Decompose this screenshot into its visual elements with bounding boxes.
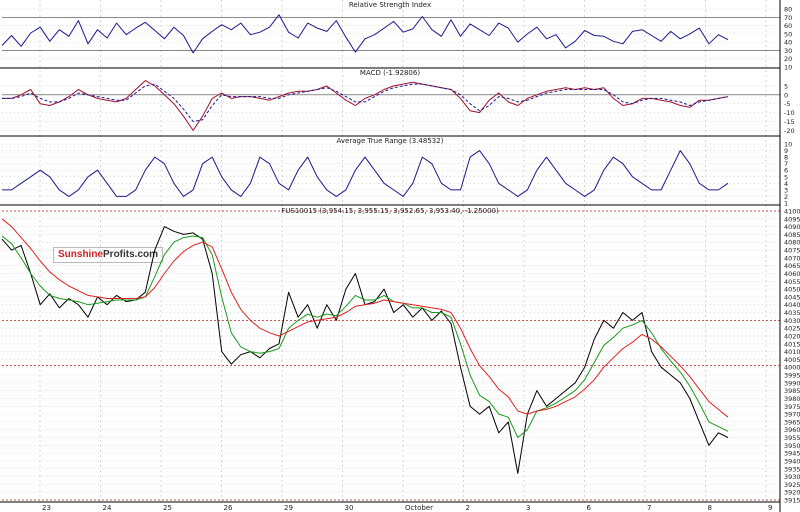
ma-long-line <box>1 218 729 418</box>
x-tick-label: 25 <box>163 504 172 512</box>
price-y-tick-label: 4075 <box>784 247 800 255</box>
x-tick-label: 29 <box>284 504 293 512</box>
x-tick-label: 6 <box>587 504 592 512</box>
ma-short-line <box>1 235 729 438</box>
price-y-tick-label: 3980 <box>784 395 800 403</box>
price-y-tick-label: 3960 <box>784 426 800 434</box>
price-y-tick-label: 3955 <box>784 434 800 442</box>
price-line <box>1 226 729 474</box>
x-tick-label: 30 <box>345 504 354 512</box>
logo-part2: Profits.com <box>103 249 159 260</box>
rsi-y-tick-label: 60 <box>784 22 792 30</box>
macd-y-tick-label: -15 <box>784 118 795 126</box>
x-tick-label: 23 <box>42 504 51 512</box>
atr-y-tick-label: 6 <box>784 167 788 175</box>
rsi-title: Relative Strength Index <box>349 1 431 9</box>
atr-y-tick-label: 7 <box>784 160 788 168</box>
x-tick-label: 26 <box>224 504 233 512</box>
price-y-tick-label: 4070 <box>784 254 800 262</box>
price-y-tick-label: 4025 <box>784 325 800 333</box>
x-tick-label: 7 <box>647 504 651 512</box>
price-y-tick-label: 3995 <box>784 372 800 380</box>
macd-title: MACD (-1.92806) <box>360 69 420 77</box>
rsi-y-tick-label: 20 <box>784 55 792 63</box>
price-y-tick-label: 4065 <box>784 262 800 270</box>
x-tick-label: 9 <box>768 504 772 512</box>
price-y-tick-label: 4040 <box>784 301 800 309</box>
price-y-tick-label: 3930 <box>784 473 800 481</box>
x-tick-label: October <box>405 504 433 512</box>
price-y-tick-label: 4080 <box>784 239 800 247</box>
price-y-tick-label: 4050 <box>784 286 800 294</box>
price-y-tick-label: 3950 <box>784 442 800 450</box>
price-y-tick-label: 4035 <box>784 309 800 317</box>
price-y-tick-label: 3990 <box>784 379 800 387</box>
price-y-tick-label: 4090 <box>784 223 800 231</box>
price-y-tick-label: 4015 <box>784 340 800 348</box>
atr-y-tick-label: 3 <box>784 186 788 194</box>
price-y-tick-label: 4060 <box>784 270 800 278</box>
atr-y-tick-label: 10 <box>784 141 792 149</box>
macd-signal-line <box>2 83 729 122</box>
x-tick-label: 2 <box>466 504 470 512</box>
atr-line <box>2 150 729 197</box>
price-y-tick-label: 4020 <box>784 332 800 340</box>
price-y-tick-label: 4005 <box>784 356 800 364</box>
rsi-y-tick-label: 10 <box>784 64 792 72</box>
price-y-tick-label: 4045 <box>784 293 800 301</box>
macd-y-tick-label: 0 <box>784 91 788 99</box>
macd-y-tick-label: -5 <box>784 100 790 108</box>
macd-line <box>2 80 729 131</box>
price-y-tick-label: 3935 <box>784 465 800 473</box>
panel-frames <box>0 0 781 512</box>
price-y-tick-label: 3975 <box>784 403 800 411</box>
macd-y-tick-label: -10 <box>784 109 795 117</box>
price-y-tick-label: 3920 <box>784 489 800 497</box>
rsi-y-tick-label: 50 <box>784 30 792 38</box>
price-y-tick-label: 3925 <box>784 481 800 489</box>
rsi-line <box>1 14 729 54</box>
price-y-tick-label: 4095 <box>784 215 800 223</box>
x-tick-label: 3 <box>526 504 530 512</box>
atr-y-tick-label: 8 <box>784 154 788 162</box>
macd-y-tick-label: -20 <box>784 127 795 135</box>
rsi-y-tick-label: 30 <box>784 47 792 55</box>
x-tick-label: 24 <box>103 504 112 512</box>
price-y-tick-label: 3915 <box>784 497 800 505</box>
macd-y-tick-label: 5 <box>784 82 788 90</box>
atr-y-tick-label: 5 <box>784 173 788 181</box>
price-y-tick-label: 3940 <box>784 457 800 465</box>
price-y-tick-label: 3945 <box>784 450 800 458</box>
x-tick-label: 8 <box>708 504 712 512</box>
atr-y-tick-label: 4 <box>784 180 788 188</box>
price-y-tick-label: 3965 <box>784 418 800 426</box>
price-y-tick-label: 4055 <box>784 278 800 286</box>
atr-title: Average True Range (3.48532) <box>337 137 444 145</box>
price-y-tick-label: 4085 <box>784 231 800 239</box>
atr-y-tick-label: 9 <box>784 147 788 155</box>
sunshine-profits-logo: SunshineProfits.com <box>53 247 164 263</box>
rsi-y-tick-label: 40 <box>784 39 792 47</box>
price-title: FUS10015 (3,954.15, 3,955.15, 3,952.65, … <box>281 207 499 215</box>
price-y-tick-label: 4030 <box>784 317 800 325</box>
atr-y-tick-label: 2 <box>784 193 788 201</box>
price-y-tick-label: 4000 <box>784 364 800 372</box>
atr-y-tick-label: 1 <box>784 200 788 208</box>
price-y-tick-label: 3985 <box>784 387 800 395</box>
price-y-tick-label: 3970 <box>784 411 800 419</box>
price-y-tick-label: 4010 <box>784 348 800 356</box>
price-y-tick-label: 4100 <box>784 208 800 216</box>
logo-part1: Sunshine <box>58 249 104 260</box>
rsi-y-tick-label: 80 <box>784 6 792 14</box>
rsi-y-tick-label: 70 <box>784 14 792 22</box>
